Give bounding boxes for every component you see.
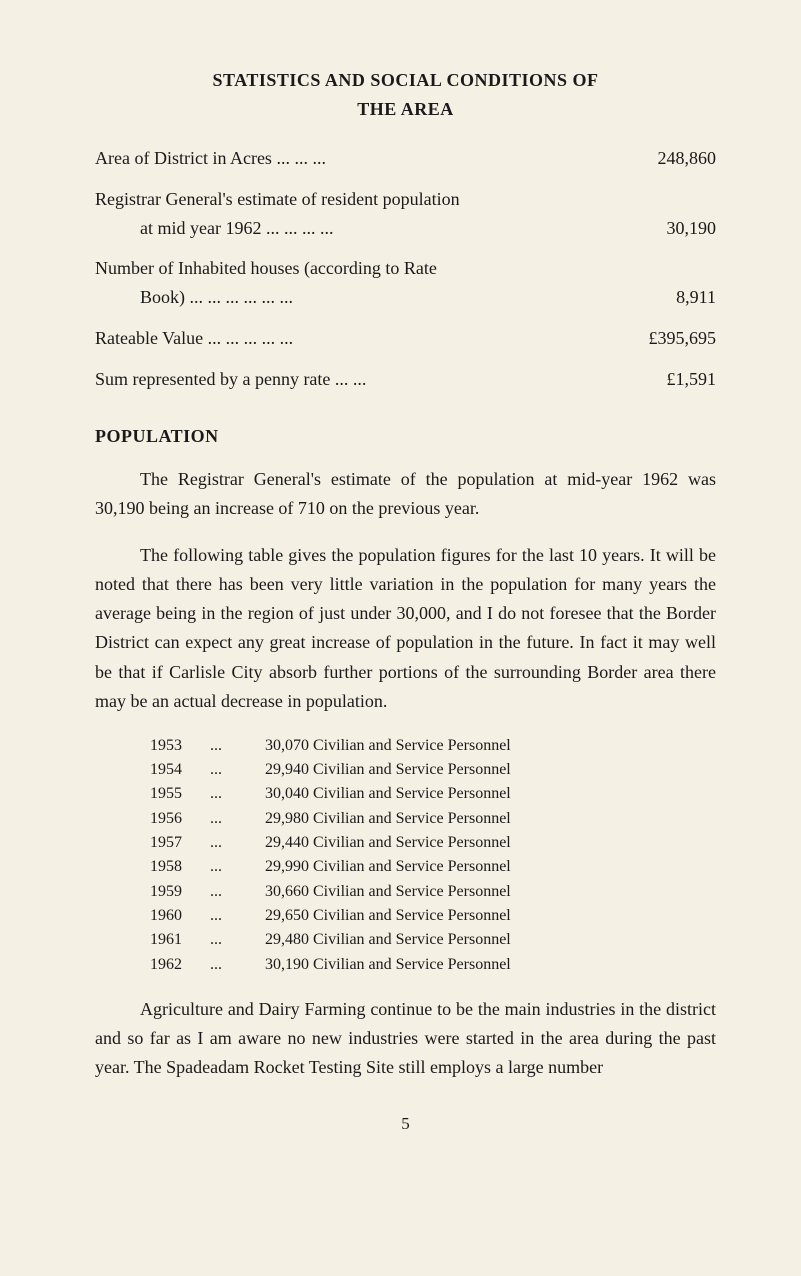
dots-cell: ...	[210, 758, 265, 782]
dots-cell: ...	[210, 734, 265, 758]
stat-value: £395,695	[626, 324, 716, 353]
year-cell: 1961	[150, 928, 210, 952]
table-row: 1959 ... 30,660 Civilian and Service Per…	[150, 880, 716, 904]
year-cell: 1959	[150, 880, 210, 904]
dots-cell: ...	[210, 807, 265, 831]
year-cell: 1955	[150, 782, 210, 806]
desc-cell: 29,650 Civilian and Service Personnel	[265, 904, 716, 928]
heading-sub: THE AREA	[95, 99, 716, 120]
stat-label-line1: Registrar General's estimate of resident…	[95, 185, 716, 214]
stat-row: Area of District in Acres ... ... ... 24…	[95, 144, 716, 173]
year-cell: 1958	[150, 855, 210, 879]
stat-label: Rateable Value ... ... ... ... ...	[95, 324, 626, 353]
page-number: 5	[95, 1114, 716, 1134]
dots-cell: ...	[210, 782, 265, 806]
year-cell: 1953	[150, 734, 210, 758]
year-cell: 1962	[150, 953, 210, 977]
desc-cell: 30,190 Civilian and Service Personnel	[265, 953, 716, 977]
table-row: 1962 ... 30,190 Civilian and Service Per…	[150, 953, 716, 977]
stat-row: Rateable Value ... ... ... ... ... £395,…	[95, 324, 716, 353]
stat-value: 8,911	[626, 283, 716, 312]
section-title-population: POPULATION	[95, 426, 716, 447]
year-cell: 1954	[150, 758, 210, 782]
stat-row-multiline: Number of Inhabited houses (according to…	[95, 254, 716, 312]
dots-cell: ...	[210, 831, 265, 855]
stats-section: Area of District in Acres ... ... ... 24…	[95, 144, 716, 394]
paragraph: The following table gives the population…	[95, 541, 716, 716]
dots-cell: ...	[210, 928, 265, 952]
desc-cell: 29,990 Civilian and Service Personnel	[265, 855, 716, 879]
table-row: 1958 ... 29,990 Civilian and Service Per…	[150, 855, 716, 879]
desc-cell: 29,480 Civilian and Service Personnel	[265, 928, 716, 952]
table-row: 1956 ... 29,980 Civilian and Service Per…	[150, 807, 716, 831]
dots-cell: ...	[210, 953, 265, 977]
table-row: 1957 ... 29,440 Civilian and Service Per…	[150, 831, 716, 855]
desc-cell: 29,440 Civilian and Service Personnel	[265, 831, 716, 855]
year-table: 1953 ... 30,070 Civilian and Service Per…	[150, 734, 716, 977]
table-row: 1955 ... 30,040 Civilian and Service Per…	[150, 782, 716, 806]
desc-cell: 30,040 Civilian and Service Personnel	[265, 782, 716, 806]
year-cell: 1956	[150, 807, 210, 831]
stat-label: Sum represented by a penny rate ... ...	[95, 365, 626, 394]
stat-label-line1: Number of Inhabited houses (according to…	[95, 254, 716, 283]
stat-value: 30,190	[626, 214, 716, 243]
stat-value: 248,860	[626, 144, 716, 173]
paragraph: Agriculture and Dairy Farming continue t…	[95, 995, 716, 1082]
heading-main: STATISTICS AND SOCIAL CONDITIONS OF	[95, 70, 716, 91]
stat-label-line2: Book) ... ... ... ... ... ...	[140, 283, 293, 312]
table-row: 1954 ... 29,940 Civilian and Service Per…	[150, 758, 716, 782]
dots-cell: ...	[210, 880, 265, 904]
table-row: 1953 ... 30,070 Civilian and Service Per…	[150, 734, 716, 758]
desc-cell: 29,980 Civilian and Service Personnel	[265, 807, 716, 831]
desc-cell: 29,940 Civilian and Service Personnel	[265, 758, 716, 782]
dots-cell: ...	[210, 855, 265, 879]
stat-label: Area of District in Acres ... ... ...	[95, 144, 626, 173]
stat-row-multiline: Registrar General's estimate of resident…	[95, 185, 716, 243]
dots-cell: ...	[210, 904, 265, 928]
paragraph: The Registrar General's estimate of the …	[95, 465, 716, 523]
desc-cell: 30,660 Civilian and Service Personnel	[265, 880, 716, 904]
year-cell: 1960	[150, 904, 210, 928]
desc-cell: 30,070 Civilian and Service Personnel	[265, 734, 716, 758]
table-row: 1961 ... 29,480 Civilian and Service Per…	[150, 928, 716, 952]
year-cell: 1957	[150, 831, 210, 855]
table-row: 1960 ... 29,650 Civilian and Service Per…	[150, 904, 716, 928]
stat-row: Sum represented by a penny rate ... ... …	[95, 365, 716, 394]
stat-value: £1,591	[626, 365, 716, 394]
stat-label-line2: at mid year 1962 ... ... ... ...	[140, 214, 333, 243]
